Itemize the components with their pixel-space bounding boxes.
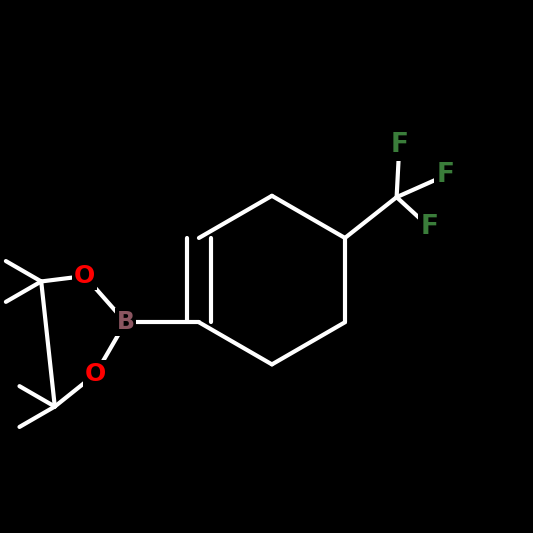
Text: F: F bbox=[437, 163, 455, 188]
Text: F: F bbox=[390, 133, 408, 158]
Text: O: O bbox=[85, 362, 106, 386]
Text: B: B bbox=[117, 310, 134, 334]
Text: F: F bbox=[420, 214, 438, 240]
Text: O: O bbox=[74, 264, 95, 288]
